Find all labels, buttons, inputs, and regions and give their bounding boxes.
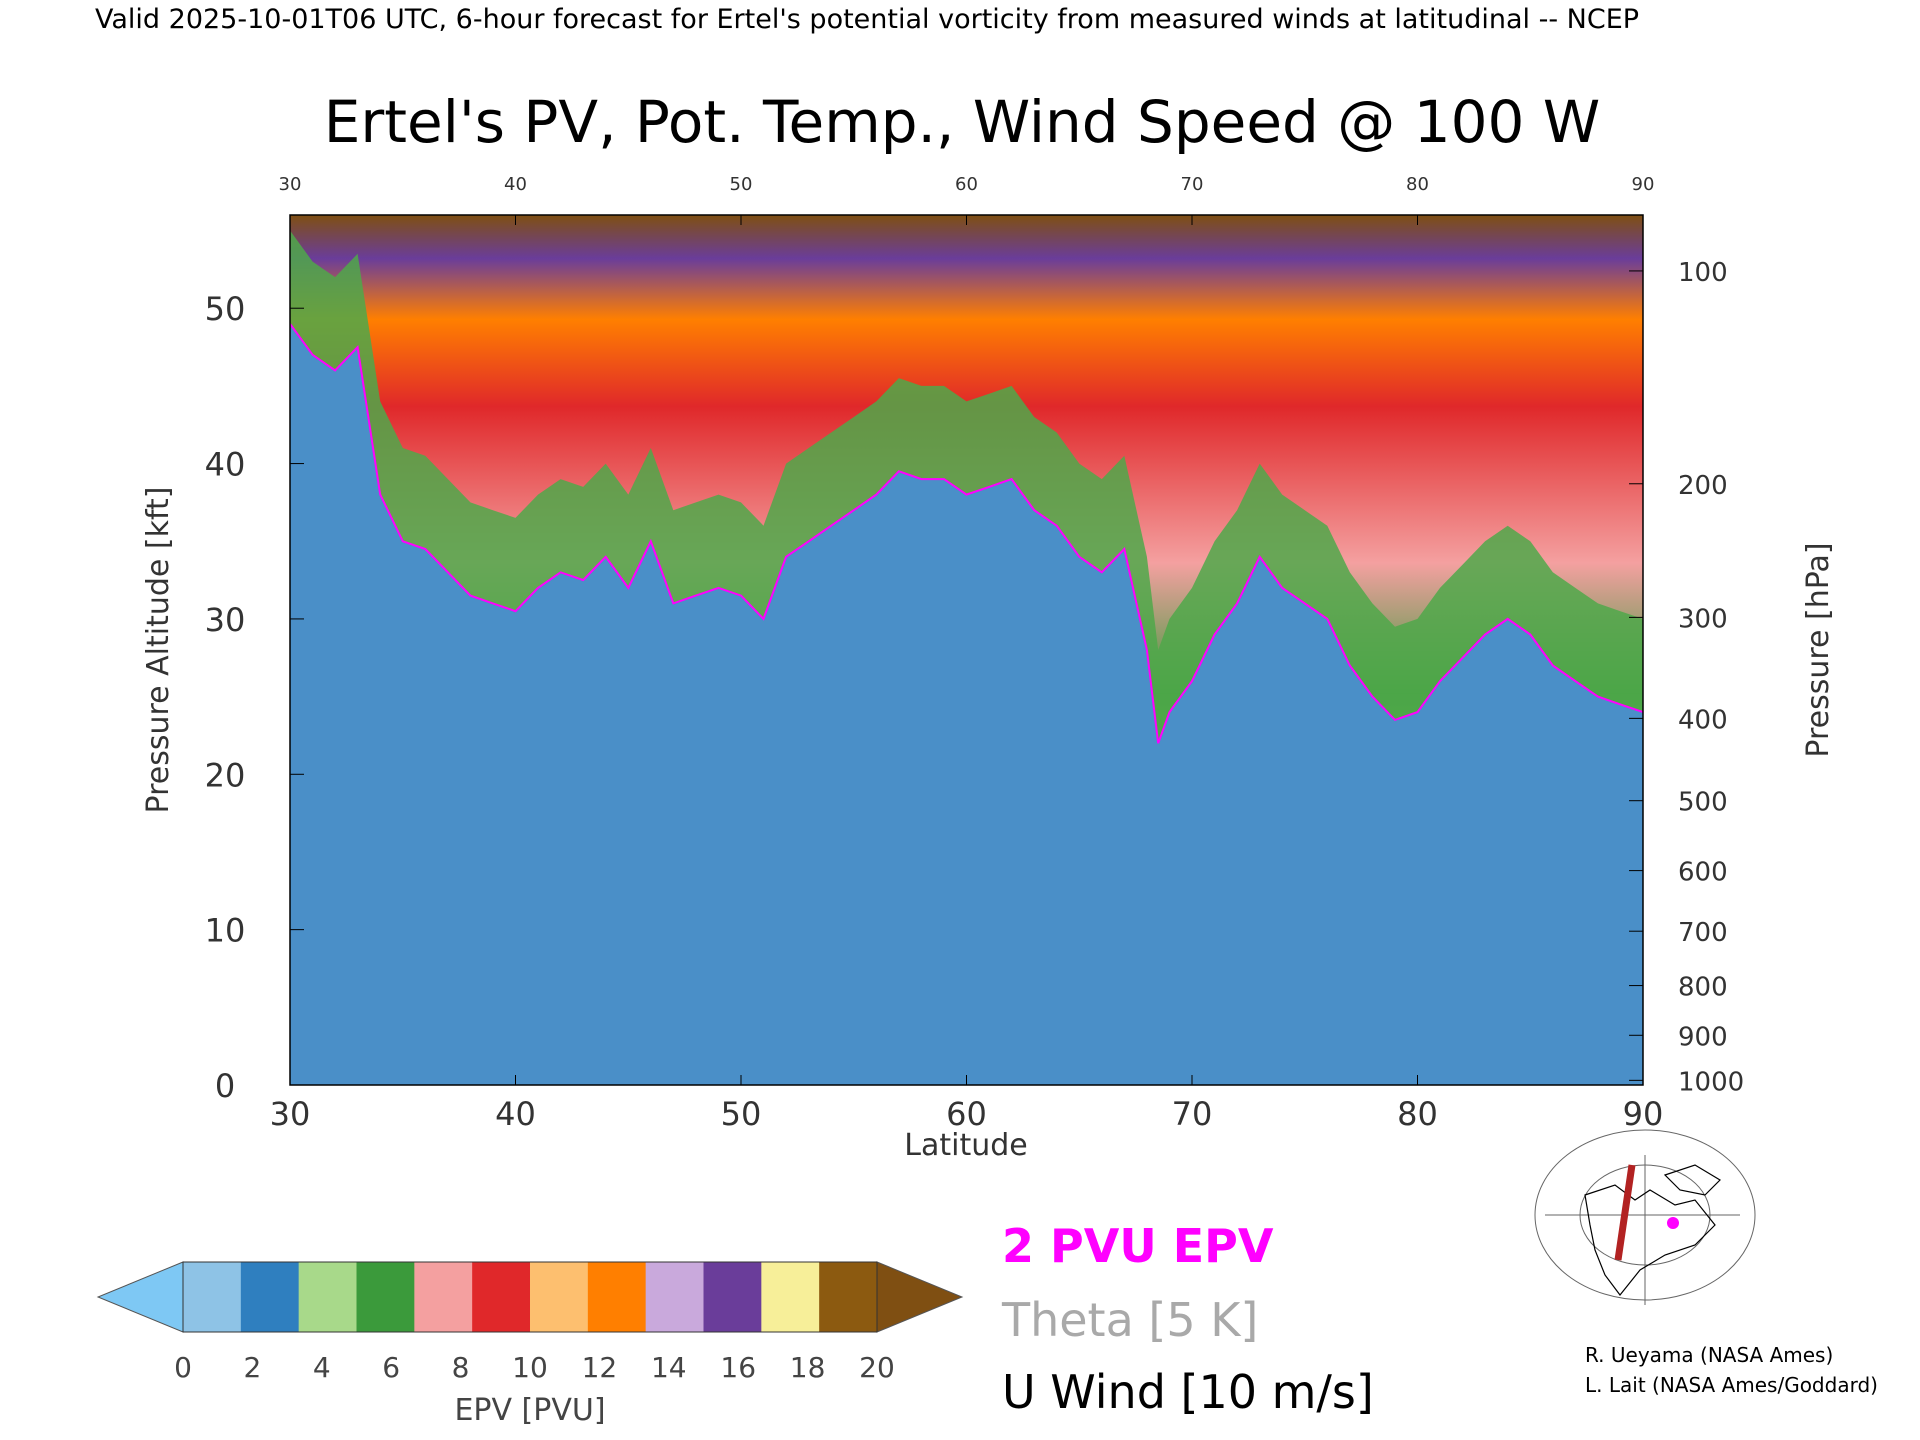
x-tick-label: 80 (1397, 1095, 1438, 1133)
troposphere-field (290, 323, 1643, 1085)
valid-header: Valid 2025-10-01T06 UTC, 6-hour forecast… (95, 4, 1639, 35)
y-tick-label: 20 (205, 756, 246, 794)
pressure-tick-label: 800 (1678, 973, 1728, 1003)
legend-theta: Theta [5 K] (1001, 1293, 1258, 1347)
inset-map-coastline (1663, 1164, 1721, 1196)
legend-uwind: U Wind [10 m/s] (1002, 1365, 1374, 1419)
y2-axis-label: Pressure [hPa] (1801, 542, 1836, 757)
credit-line: R. Ueyama (NASA Ames) (1585, 1343, 1833, 1367)
legend-pvu: 2 PVU EPV (1002, 1219, 1274, 1273)
pressure-tick-label: 900 (1678, 1022, 1728, 1052)
y-tick-label: 30 (205, 601, 246, 639)
epv-colorbar: 0 2 4 6 8 10 12 14 16 18 20 (96, 1261, 964, 1384)
plot-area (290, 215, 1643, 1085)
x-tick-label-top: 30 (279, 174, 302, 195)
colorbar-segment (472, 1262, 531, 1332)
colorbar-under-arrow (96, 1261, 184, 1333)
colorbar-tick-label: 0 (174, 1351, 192, 1384)
inset-map-marker (1667, 1217, 1679, 1229)
pressure-tick-label: 600 (1678, 858, 1728, 888)
colorbar-tick-label: 6 (382, 1351, 400, 1384)
colorbar-segment (530, 1262, 589, 1332)
x-tick-label-top: 40 (504, 174, 527, 195)
colorbar-over-arrow (876, 1261, 964, 1333)
pressure-tick-label: 300 (1678, 604, 1728, 634)
x-axis-label: Latitude (904, 1128, 1027, 1163)
y-tick-label: 0 (215, 1067, 235, 1105)
pressure-tick-label: 100 (1678, 258, 1728, 288)
pressure-tick-label: 200 (1678, 471, 1728, 501)
x-tick-label: 40 (495, 1095, 536, 1133)
pressure-tick-label: 500 (1678, 788, 1728, 818)
y-tick-label: 40 (205, 446, 246, 484)
colorbar-label: EPV [PVU] (454, 1393, 605, 1428)
x-tick-label: 30 (270, 1095, 311, 1133)
colorbar-segment (587, 1262, 647, 1332)
colorbar-segment (298, 1262, 357, 1332)
colorbar-tick-label: 12 (582, 1351, 618, 1384)
colorbar-segment (414, 1262, 473, 1332)
colorbar-tick-label: 10 (512, 1351, 548, 1384)
inset-map-coastline (1584, 1184, 1716, 1296)
x-tick-label-top: 60 (955, 174, 978, 195)
pressure-tick-label: 700 (1678, 918, 1728, 948)
x-tick-label-top: 80 (1406, 174, 1429, 195)
colorbar-tick-label: 14 (651, 1351, 687, 1384)
x-tick-label-top: 90 (1632, 174, 1655, 195)
inset-map (1534, 1129, 1756, 1306)
colorbar-tick-label: 18 (790, 1351, 826, 1384)
credit-line: L. Lait (NASA Ames/Goddard) (1585, 1373, 1878, 1397)
y-axis-label: Pressure Altitude [kft] (141, 487, 176, 814)
pressure-tick-label: 1000 (1678, 1067, 1744, 1097)
colorbar-segment (703, 1262, 762, 1332)
colorbar-segment (240, 1262, 300, 1332)
colorbar-frame (182, 1261, 878, 1333)
colorbar-tick-label: 20 (859, 1351, 895, 1384)
colorbar-segment (819, 1262, 878, 1332)
pv-transition-band (290, 230, 1643, 744)
colorbar-tick-label: 2 (243, 1351, 261, 1384)
y-tick-label: 50 (205, 290, 246, 328)
colorbar-segment (183, 1262, 242, 1332)
tropopause-2pvu-line (290, 323, 1643, 744)
colorbar-segment (356, 1262, 415, 1332)
colorbar-segment (645, 1262, 704, 1332)
colorbar-tick-label: 16 (720, 1351, 756, 1384)
x-tick-label-top: 50 (730, 174, 753, 195)
colorbar-tick-label: 8 (452, 1351, 470, 1384)
colorbar-segment (761, 1262, 820, 1332)
x-tick-label-top: 70 (1181, 174, 1204, 195)
colorbar-tick-label: 4 (313, 1351, 331, 1384)
x-tick-label: 50 (721, 1095, 762, 1133)
pressure-tick-label: 400 (1678, 705, 1728, 735)
x-tick-label: 90 (1623, 1095, 1664, 1133)
chart-title: Ertel's PV, Pot. Temp., Wind Speed @ 100… (324, 88, 1600, 156)
x-tick-label: 60 (946, 1095, 987, 1133)
y-tick-label: 10 (205, 912, 246, 950)
inset-map-section-line (1614, 1164, 1636, 1261)
x-tick-label: 70 (1172, 1095, 1213, 1133)
